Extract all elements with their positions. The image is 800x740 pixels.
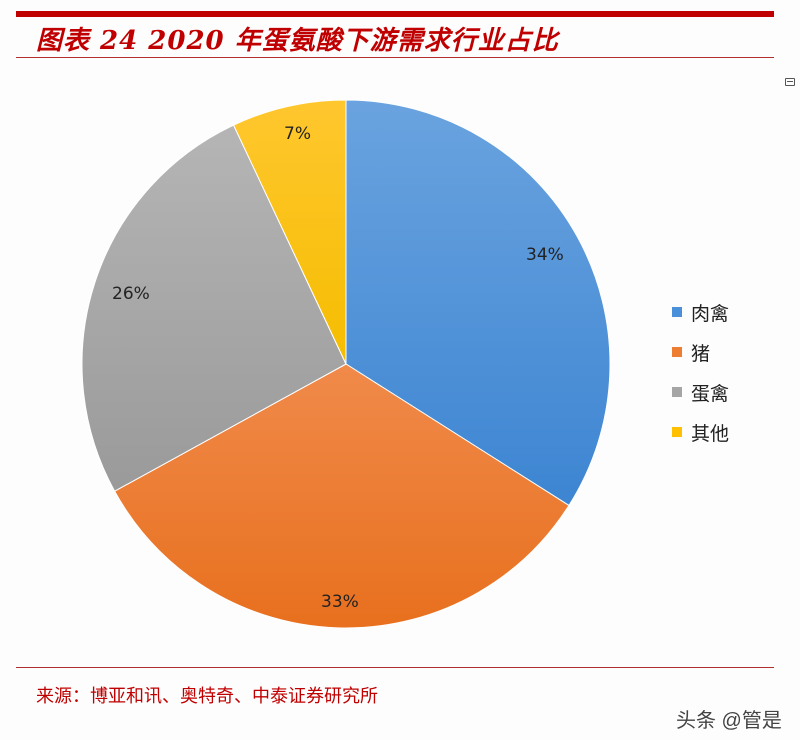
- legend-swatch-yellow: [672, 427, 682, 437]
- legend-item-other: 其他: [672, 412, 729, 452]
- slice-label-egg-poultry: 26%: [112, 284, 150, 304]
- footer-divider: [16, 667, 774, 668]
- legend-swatch-blue: [672, 307, 682, 317]
- source-note: 来源：博亚和讯、奥特奇、中泰证券研究所: [36, 686, 378, 707]
- legend-item-pig: 猪: [672, 332, 729, 372]
- legend-swatch-orange: [672, 347, 682, 357]
- legend-swatch-gray: [672, 387, 682, 397]
- slice-meat-poultry: [345, 99, 611, 507]
- legend-item-meat-poultry: 肉禽: [672, 292, 729, 332]
- chart-legend: 肉禽 猪 蛋禽 其他: [672, 292, 729, 452]
- slice-egg-poultry: [81, 124, 347, 492]
- legend-item-egg-poultry: 蛋禽: [672, 372, 729, 412]
- title-divider: [16, 57, 774, 58]
- slice-label-meat-poultry: 34%: [526, 245, 564, 265]
- slice-label-pig: 33%: [321, 592, 359, 612]
- chart-title: 图表 24 2020 年蛋氨酸下游需求行业占比: [36, 26, 559, 56]
- watermark: 头条 @管是: [676, 710, 782, 732]
- slice-pig: [113, 363, 570, 629]
- window-icon: [785, 78, 795, 86]
- slice-other: [232, 99, 347, 365]
- top-rule: [16, 11, 774, 17]
- slice-label-other: 7%: [284, 124, 311, 144]
